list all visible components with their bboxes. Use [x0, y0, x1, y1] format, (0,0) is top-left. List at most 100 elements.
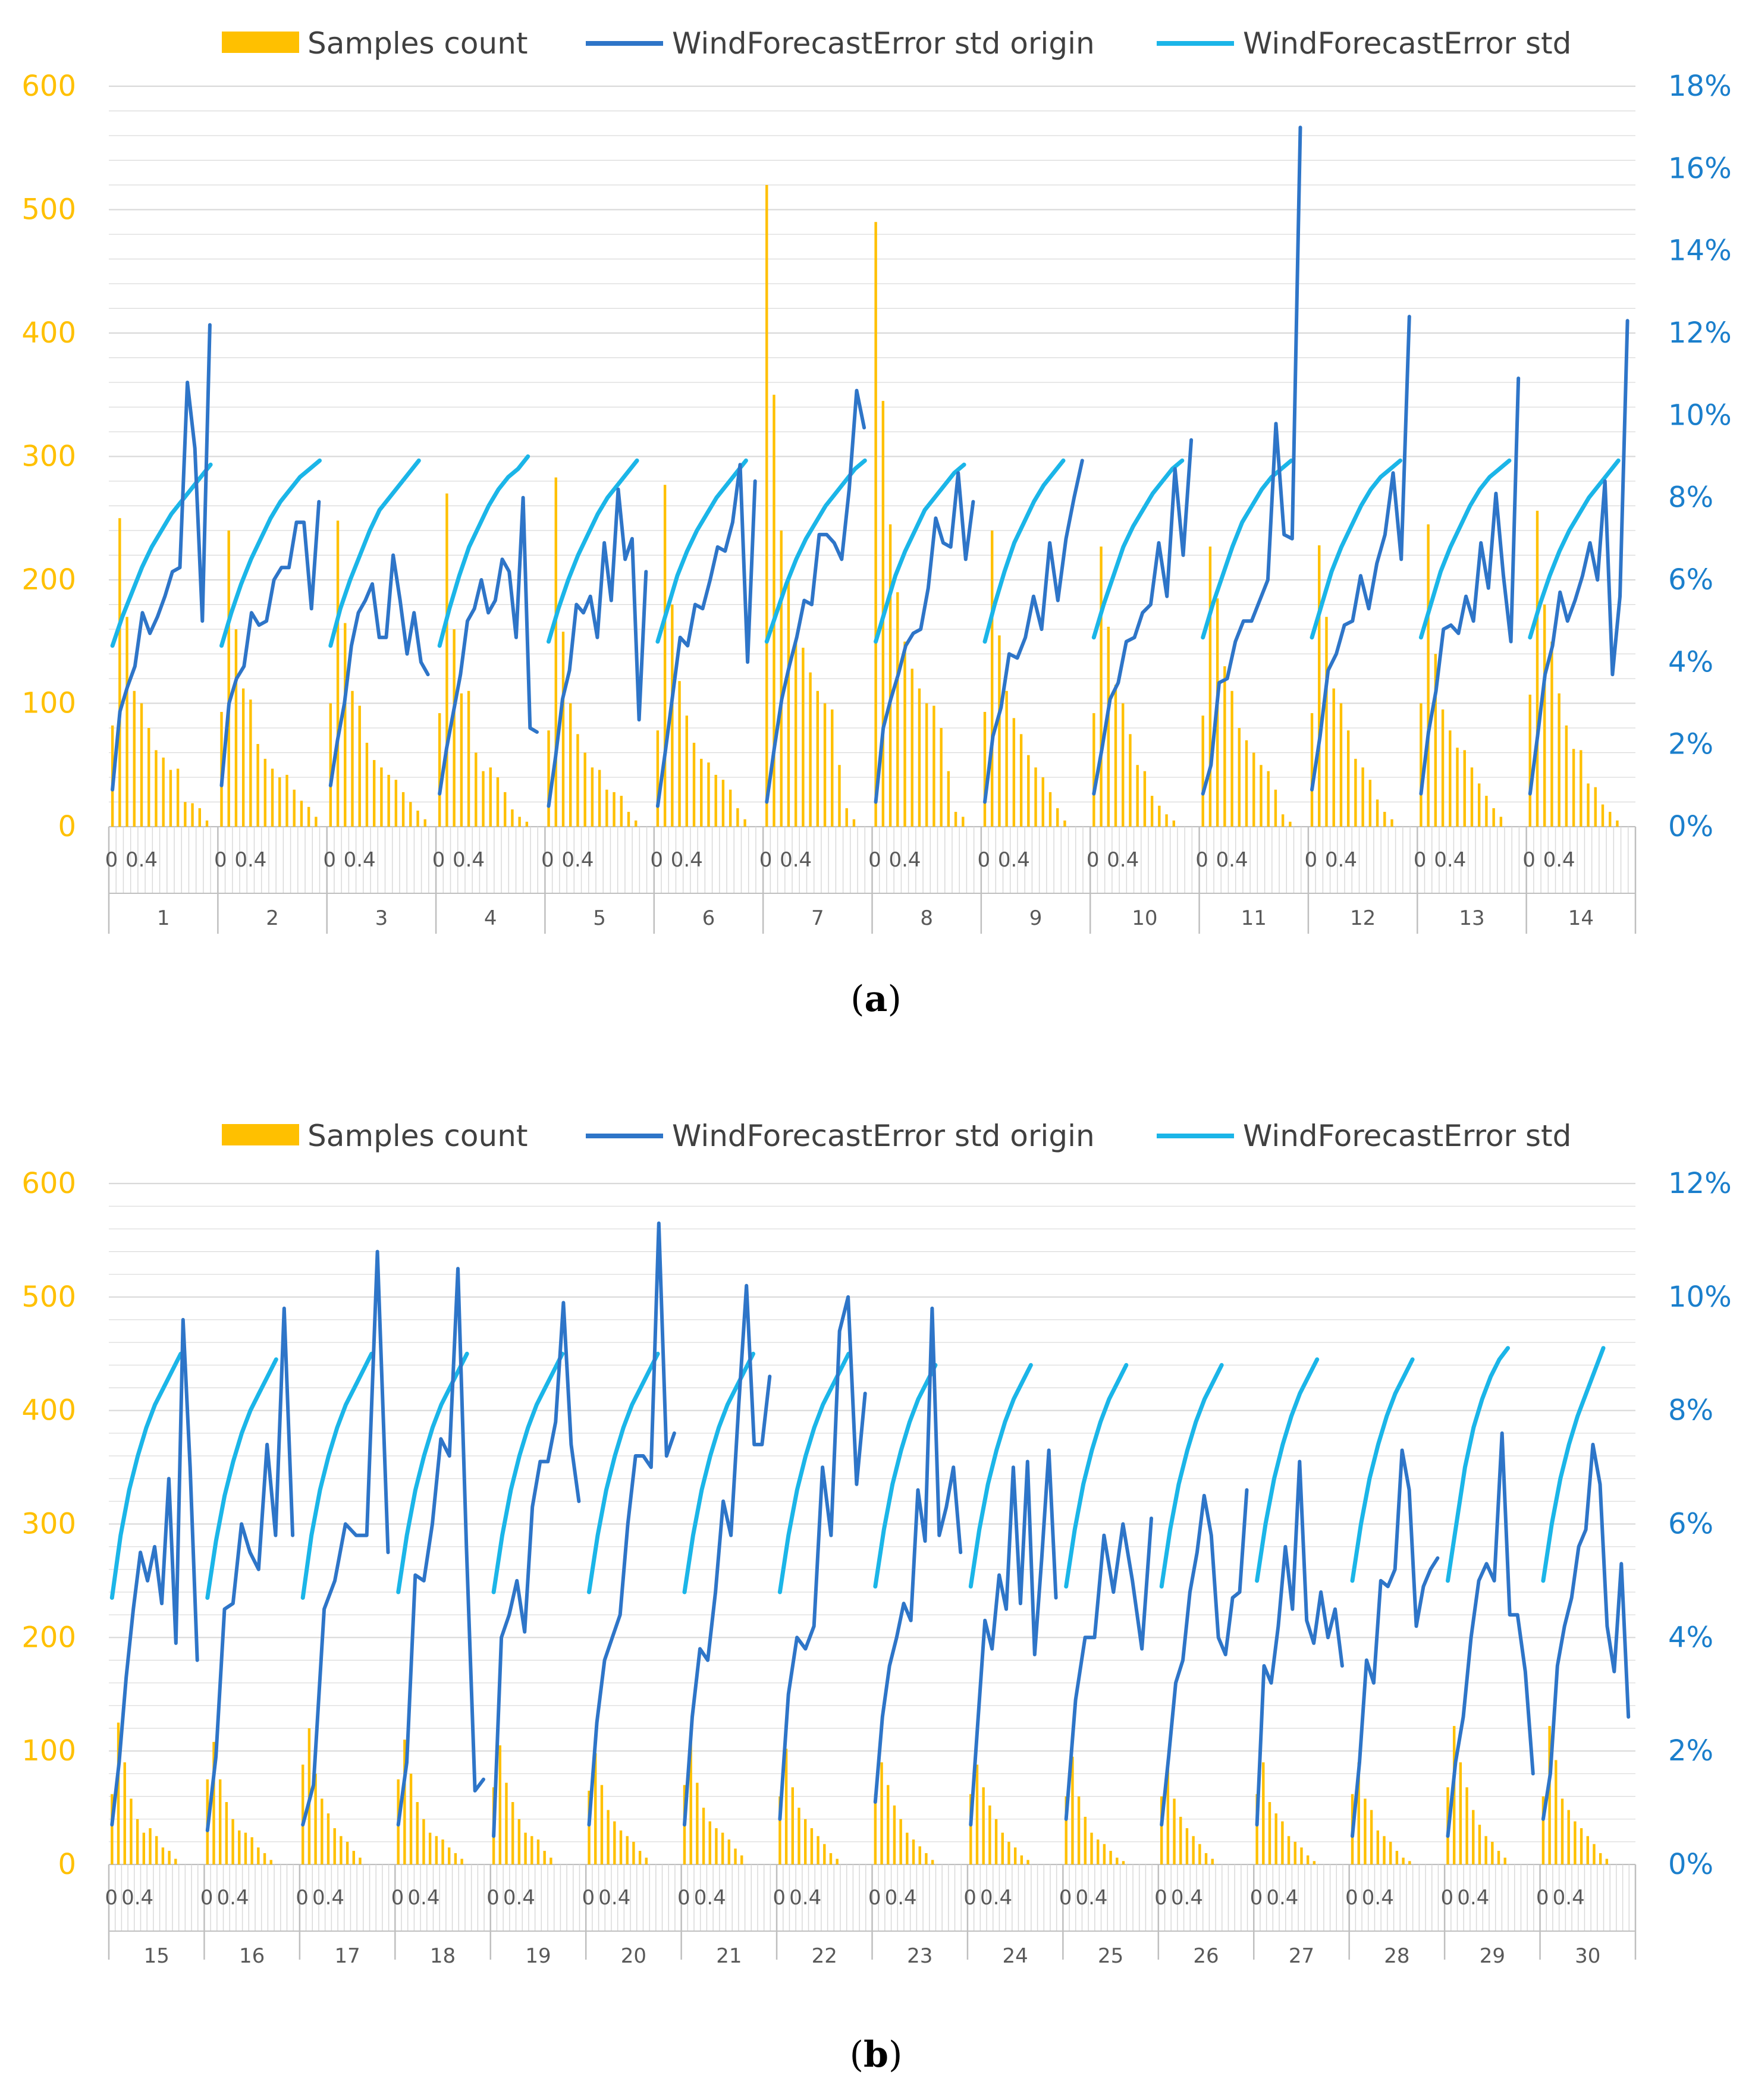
std-line: [1528, 458, 1621, 640]
x-tick-label: 0: [759, 848, 773, 872]
bar: [852, 819, 856, 827]
group-label: 1: [157, 906, 170, 930]
bar: [620, 796, 623, 827]
bar: [931, 1860, 934, 1864]
y-right-tick: 10%: [1668, 1280, 1732, 1314]
x-tick-label: 0: [105, 1886, 118, 1910]
group-8: 0 0.48: [868, 222, 975, 930]
group-9: 0 0.49: [977, 458, 1084, 930]
bar: [685, 715, 688, 827]
origin-line: [1541, 1442, 1631, 1821]
bar: [1376, 799, 1379, 827]
bar: [155, 750, 158, 827]
y-left-tick: 500: [21, 193, 76, 227]
bar: [1122, 703, 1125, 827]
group-label: 16: [239, 1944, 265, 1968]
bar: [1201, 715, 1204, 827]
group-4: 0 0.44: [432, 454, 539, 930]
group-10: 0 0.4 10: [1087, 438, 1194, 930]
bar: [588, 1790, 591, 1864]
bar: [1116, 1857, 1119, 1864]
bar: [409, 802, 412, 827]
bar: [598, 770, 601, 827]
bar: [475, 752, 478, 827]
bar: [1274, 1813, 1277, 1864]
bar: [1586, 1836, 1589, 1864]
bar: [302, 1765, 304, 1864]
x-tick-label: 0: [1087, 848, 1100, 872]
bar: [1019, 734, 1023, 827]
bar: [729, 789, 732, 827]
bar: [1548, 1726, 1551, 1864]
bar: [925, 703, 928, 827]
group-26: 0 0.4 26: [1154, 1363, 1249, 1968]
bar: [583, 752, 586, 827]
bar: [241, 688, 245, 827]
bar: [1470, 767, 1474, 827]
group-label: 13: [1459, 906, 1484, 930]
bar: [962, 817, 965, 827]
group-21: 0 0.4 21: [677, 1283, 772, 1968]
y-left-tick: 100: [21, 687, 76, 720]
bar: [234, 629, 238, 827]
bar: [645, 1857, 648, 1864]
bar: [511, 1802, 514, 1864]
bar: [416, 811, 419, 827]
std-line: [1159, 1363, 1224, 1589]
bar: [1097, 1840, 1100, 1864]
bar: [536, 1840, 540, 1864]
group-label: 23: [907, 1944, 932, 1968]
std-line: [874, 462, 966, 644]
bar: [422, 1819, 425, 1864]
origin-line: [111, 323, 212, 792]
bar: [184, 802, 187, 827]
bar: [829, 1853, 833, 1864]
bar: [1136, 765, 1139, 827]
bar: [1580, 1828, 1583, 1864]
bar: [1034, 767, 1037, 827]
group-3: 0 0.43: [323, 458, 430, 930]
origin-line: [1528, 319, 1629, 796]
bar: [205, 820, 209, 827]
bar: [780, 531, 783, 827]
x-tick-label: 0.4: [121, 1886, 153, 1910]
y-right-tick: 18%: [1668, 70, 1732, 103]
bar: [1260, 765, 1263, 827]
bar: [380, 767, 383, 827]
bar: [1063, 820, 1066, 827]
bar: [802, 648, 805, 827]
bar: [794, 641, 797, 827]
group-label: 8: [920, 906, 933, 930]
bar: [1456, 748, 1459, 827]
bar: [1103, 1844, 1106, 1864]
bar: [136, 1819, 139, 1864]
group-2: 0 0.42: [214, 458, 322, 930]
origin-line: [110, 1318, 199, 1827]
bar: [416, 1802, 419, 1864]
group-label: 11: [1241, 906, 1267, 930]
x-tick-label: 0.4: [1325, 848, 1357, 872]
bar: [423, 819, 426, 827]
bar: [1572, 749, 1575, 827]
origin-line: [1160, 1488, 1249, 1827]
legend-label: WindForecastError std origin: [672, 1119, 1095, 1153]
std-line: [1201, 458, 1293, 640]
bar: [1497, 1851, 1500, 1864]
x-tick-label: 0: [1250, 1886, 1263, 1910]
bar: [1287, 1836, 1291, 1864]
bar: [438, 713, 441, 827]
bar: [998, 635, 1001, 827]
bar: [727, 1840, 731, 1864]
group-label: 10: [1132, 906, 1157, 930]
x-tick-label: 0.4: [312, 1886, 344, 1910]
bar: [498, 1745, 501, 1864]
bar: [1012, 718, 1016, 827]
bar: [1558, 693, 1561, 827]
bar: [696, 1782, 699, 1864]
bar: [823, 1844, 826, 1864]
bar: [707, 762, 710, 827]
bar: [1485, 796, 1488, 827]
group-11: 0 0.4 11: [1195, 125, 1302, 930]
bar: [702, 1807, 705, 1864]
bar: [1318, 545, 1321, 827]
